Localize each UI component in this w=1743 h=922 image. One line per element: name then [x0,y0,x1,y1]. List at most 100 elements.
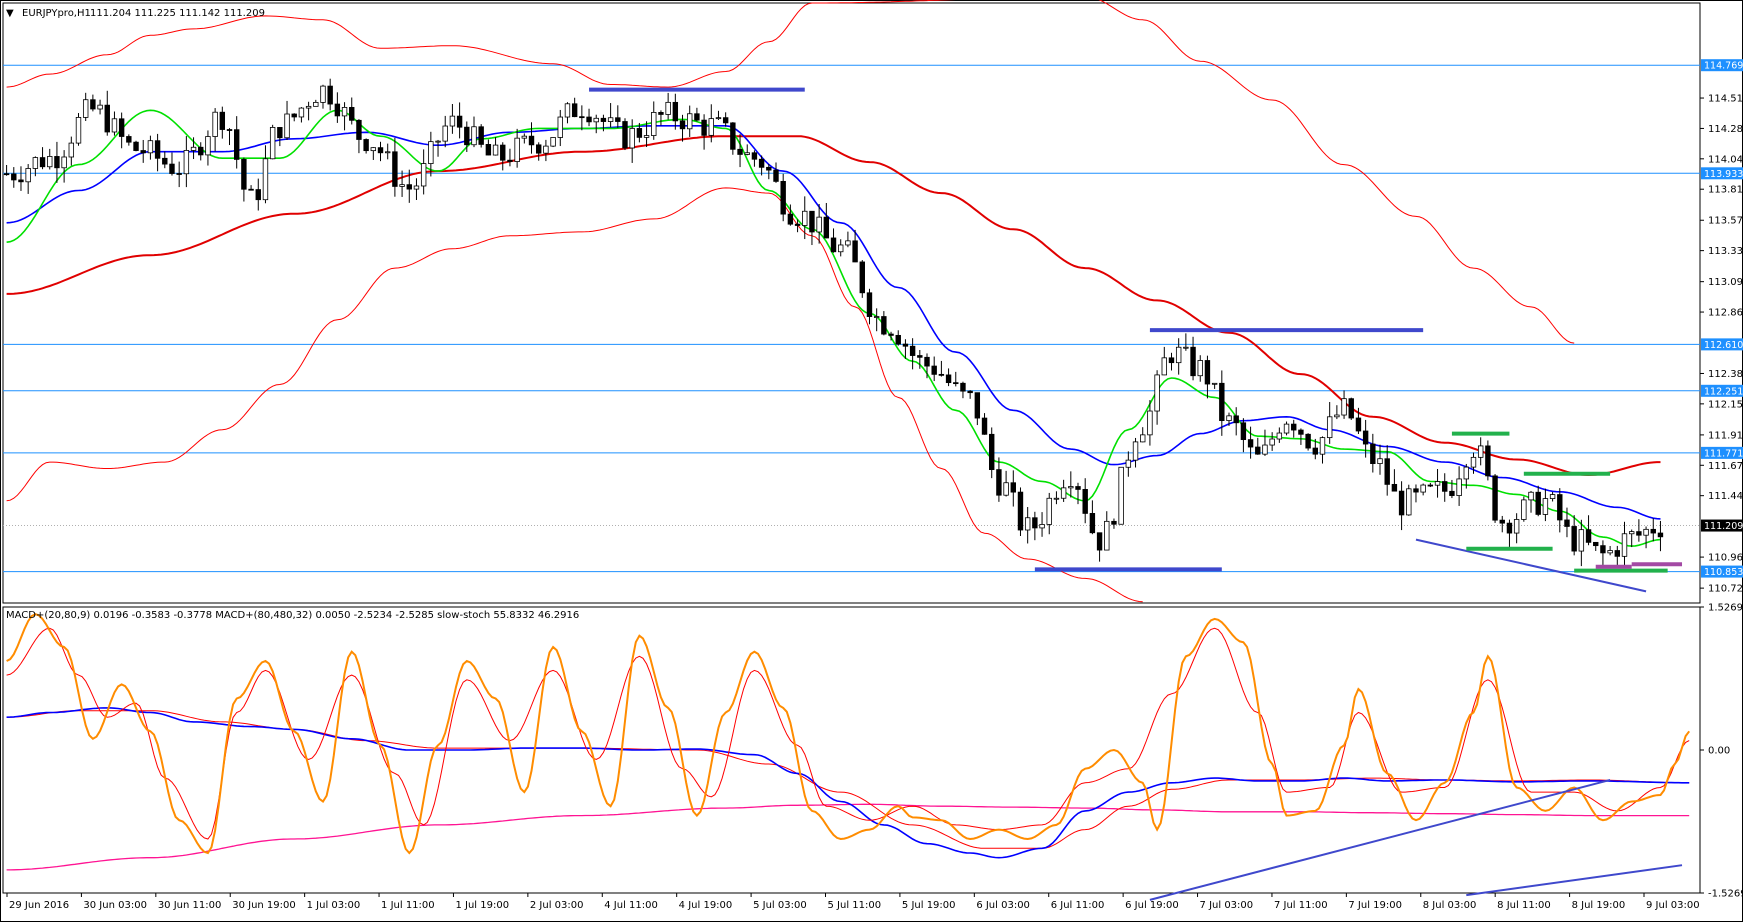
candle[interactable] [643,121,650,147]
candle[interactable] [845,231,851,248]
candle[interactable] [133,140,139,152]
candle[interactable] [219,106,226,139]
candle[interactable] [665,92,671,120]
candle[interactable] [1413,484,1419,503]
candle[interactable] [1628,529,1635,548]
candle[interactable] [82,92,89,122]
candle[interactable] [1326,402,1333,444]
candle[interactable] [830,228,837,253]
candle[interactable] [543,139,549,162]
candle[interactable] [1032,511,1038,541]
candle[interactable] [183,136,190,188]
candle[interactable] [1506,519,1513,548]
candle[interactable] [1147,400,1153,446]
candle[interactable] [1226,412,1232,426]
candle[interactable] [1463,463,1470,489]
candle[interactable] [938,360,945,377]
candle[interactable] [1183,333,1189,351]
candle[interactable] [54,141,60,183]
candle[interactable] [1075,482,1081,505]
candle[interactable] [406,169,412,203]
candle[interactable] [794,219,801,233]
candle[interactable] [1528,490,1534,513]
candle[interactable] [1607,545,1613,556]
candle[interactable] [1593,541,1599,551]
candle[interactable] [370,147,377,160]
candle[interactable] [658,110,664,126]
candle[interactable] [255,178,261,211]
candle[interactable] [1384,445,1390,496]
candle[interactable] [464,121,470,152]
indicator-panel[interactable]: 1.5269 0.00 -1.5269 MACD+(20,80,9) 0.0196 … [2,603,1743,901]
trend-line[interactable] [1415,538,1647,593]
candle[interactable] [902,339,909,359]
candle[interactable] [586,108,592,127]
candle[interactable] [787,204,794,226]
candle[interactable] [744,144,750,156]
candle[interactable] [1024,507,1031,544]
candle[interactable] [1312,438,1318,460]
candle[interactable] [1017,487,1024,536]
candle[interactable] [1420,483,1426,496]
candle[interactable] [169,152,175,176]
candle[interactable] [823,202,830,239]
candle[interactable] [528,122,535,154]
candle[interactable] [1262,429,1268,456]
candle[interactable] [694,107,700,122]
candle[interactable] [859,260,865,298]
candle[interactable] [1298,428,1304,445]
candle[interactable] [1190,336,1196,381]
candle[interactable] [687,105,693,137]
candle[interactable] [1391,469,1398,492]
candle[interactable] [420,149,427,195]
candle[interactable] [1125,451,1132,477]
candle[interactable] [1477,437,1484,466]
candle[interactable] [140,139,146,163]
candle[interactable] [1449,479,1455,499]
candle[interactable] [32,156,39,177]
candle[interactable] [341,102,348,131]
candle[interactable] [456,102,463,139]
candle[interactable] [1341,390,1347,419]
candle[interactable] [1003,470,1009,497]
candle[interactable] [1485,440,1491,481]
candle[interactable] [622,118,628,151]
candle[interactable] [25,164,31,194]
candle[interactable] [715,110,722,120]
candle[interactable] [521,133,528,144]
candle[interactable] [262,145,269,204]
candle[interactable] [816,203,822,244]
candle[interactable] [39,147,46,170]
candle[interactable] [492,137,499,156]
candle[interactable] [651,101,657,140]
candle[interactable] [888,331,894,341]
candle[interactable] [1039,512,1045,537]
candle[interactable] [1348,397,1354,420]
candle[interactable] [349,97,355,125]
candle[interactable] [780,173,786,222]
candle[interactable] [1269,432,1275,451]
candle[interactable] [18,166,24,191]
candle[interactable] [600,114,607,132]
candle[interactable] [413,178,420,201]
candle[interactable] [1427,482,1434,488]
candle[interactable] [1161,346,1167,376]
candle[interactable] [1240,418,1247,453]
candle[interactable] [449,103,456,134]
candle[interactable] [1571,515,1577,556]
candle[interactable] [212,108,218,152]
candle[interactable] [1276,427,1283,443]
candle[interactable] [1334,405,1340,420]
candle[interactable] [550,137,556,148]
candle[interactable] [435,139,441,157]
candle[interactable] [1614,545,1621,567]
candle[interactable] [579,105,585,131]
candle[interactable] [507,148,513,167]
candle[interactable] [277,127,283,147]
candle[interactable] [500,142,506,171]
candle[interactable] [1542,488,1549,522]
candle[interactable] [147,135,154,160]
candle[interactable] [118,112,125,149]
candle[interactable] [75,113,82,146]
candle[interactable] [924,353,930,379]
